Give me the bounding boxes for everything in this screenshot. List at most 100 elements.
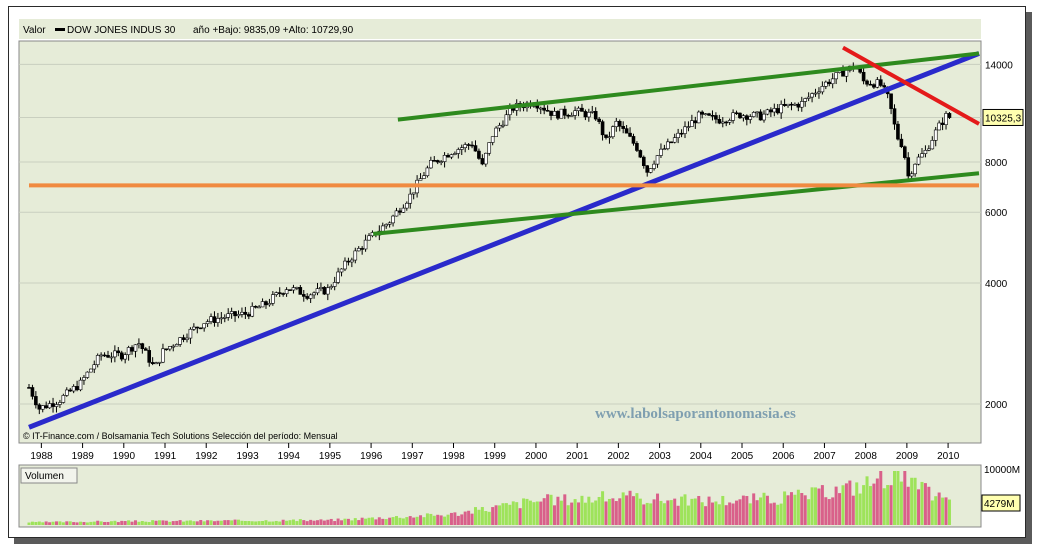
candle-body xyxy=(137,343,141,346)
volume-bar xyxy=(807,499,811,525)
volume-bar xyxy=(676,505,680,525)
candle-body xyxy=(793,103,797,106)
volume-bar xyxy=(322,520,326,525)
candle-body xyxy=(219,317,224,320)
volume-bar xyxy=(899,481,903,525)
candle-body xyxy=(817,91,821,94)
candle-body xyxy=(741,115,746,119)
volume-bar xyxy=(281,519,285,525)
volume-bar xyxy=(570,502,574,525)
candle-body xyxy=(538,107,543,110)
candle-body xyxy=(181,337,186,340)
volume-bar xyxy=(800,493,804,525)
volume-bar xyxy=(412,517,416,525)
candle-body xyxy=(174,344,179,347)
volume-bar xyxy=(772,502,776,525)
candle-body xyxy=(305,296,309,299)
candle-body xyxy=(312,292,316,296)
volume-bar xyxy=(779,503,783,525)
volume-bar xyxy=(367,517,371,525)
header-bar xyxy=(19,19,981,39)
candle-body xyxy=(559,108,564,119)
volume-bar xyxy=(319,519,323,525)
candle-body xyxy=(944,113,948,125)
candle-body xyxy=(483,152,488,165)
candle-body xyxy=(899,138,904,147)
volume-bar xyxy=(44,521,48,525)
x-tick-label: 1997 xyxy=(401,451,424,462)
volume-bar xyxy=(566,505,570,525)
volume-bar xyxy=(147,522,151,525)
candle-body xyxy=(903,146,907,158)
x-tick-label: 2001 xyxy=(566,451,589,462)
volume-bar xyxy=(106,521,110,525)
candle-body xyxy=(734,112,739,115)
candle-body xyxy=(106,355,110,358)
volume-bar xyxy=(601,491,605,525)
candle-body xyxy=(727,120,732,123)
volume-bar xyxy=(491,507,495,525)
candle-body xyxy=(459,147,464,150)
volume-bar xyxy=(41,522,45,525)
candle-body xyxy=(439,161,443,163)
volume-bar xyxy=(274,520,278,525)
candle-body xyxy=(782,103,787,106)
candle-body xyxy=(446,155,450,158)
volume-bar xyxy=(405,517,409,525)
volume-bar xyxy=(868,486,872,525)
volume-bar xyxy=(92,521,96,525)
candle-body xyxy=(271,294,275,304)
candle-body xyxy=(703,113,708,116)
volume-bar xyxy=(659,500,663,525)
candle-body xyxy=(109,356,114,359)
volume-bar xyxy=(408,516,412,525)
volume-bar xyxy=(693,498,697,525)
volume-bar xyxy=(752,493,756,525)
volume-bar xyxy=(247,521,251,525)
candle-body xyxy=(624,128,629,134)
volume-bar xyxy=(552,505,556,525)
candle-body xyxy=(301,294,306,297)
volume-bar xyxy=(848,480,852,525)
volume-bar xyxy=(546,494,550,525)
green-trendline xyxy=(397,51,980,122)
candle-body xyxy=(332,282,337,287)
candle-body xyxy=(824,81,828,87)
candle-body xyxy=(827,81,832,85)
candle-body xyxy=(569,115,574,117)
volume-bar xyxy=(686,505,690,525)
candle-body xyxy=(322,287,327,295)
candle-body xyxy=(607,136,612,139)
volume-bar xyxy=(831,497,835,525)
volume-max-tick: 10000M xyxy=(984,465,1020,476)
volume-bar xyxy=(391,517,395,525)
volume-bar xyxy=(525,498,529,525)
candle-body xyxy=(411,192,416,195)
x-tick-label: 1996 xyxy=(360,451,383,462)
volume-bar xyxy=(728,502,732,525)
candle-body xyxy=(552,111,557,116)
volume-bar xyxy=(316,520,320,525)
volume-bar xyxy=(158,520,162,525)
candle-body xyxy=(198,327,203,330)
volume-bar xyxy=(559,500,563,525)
candle-body xyxy=(480,158,485,165)
volume-bar xyxy=(133,520,137,525)
candle-body xyxy=(161,348,165,363)
volume-bar xyxy=(261,520,265,525)
candle-body xyxy=(350,259,354,263)
volume-bar xyxy=(188,520,192,525)
volume-bar xyxy=(625,495,629,525)
volume-current-box xyxy=(981,494,1021,512)
volume-bar xyxy=(202,521,206,525)
candle-body xyxy=(185,337,189,340)
candle-body xyxy=(192,326,196,330)
volume-bar xyxy=(264,520,268,525)
volume-bar xyxy=(642,504,646,525)
candle-body xyxy=(693,120,698,124)
volume-bar xyxy=(906,486,910,525)
candles xyxy=(27,62,952,415)
volume-bar xyxy=(58,521,62,525)
volume-bar xyxy=(422,517,426,525)
candle-body xyxy=(501,124,505,127)
